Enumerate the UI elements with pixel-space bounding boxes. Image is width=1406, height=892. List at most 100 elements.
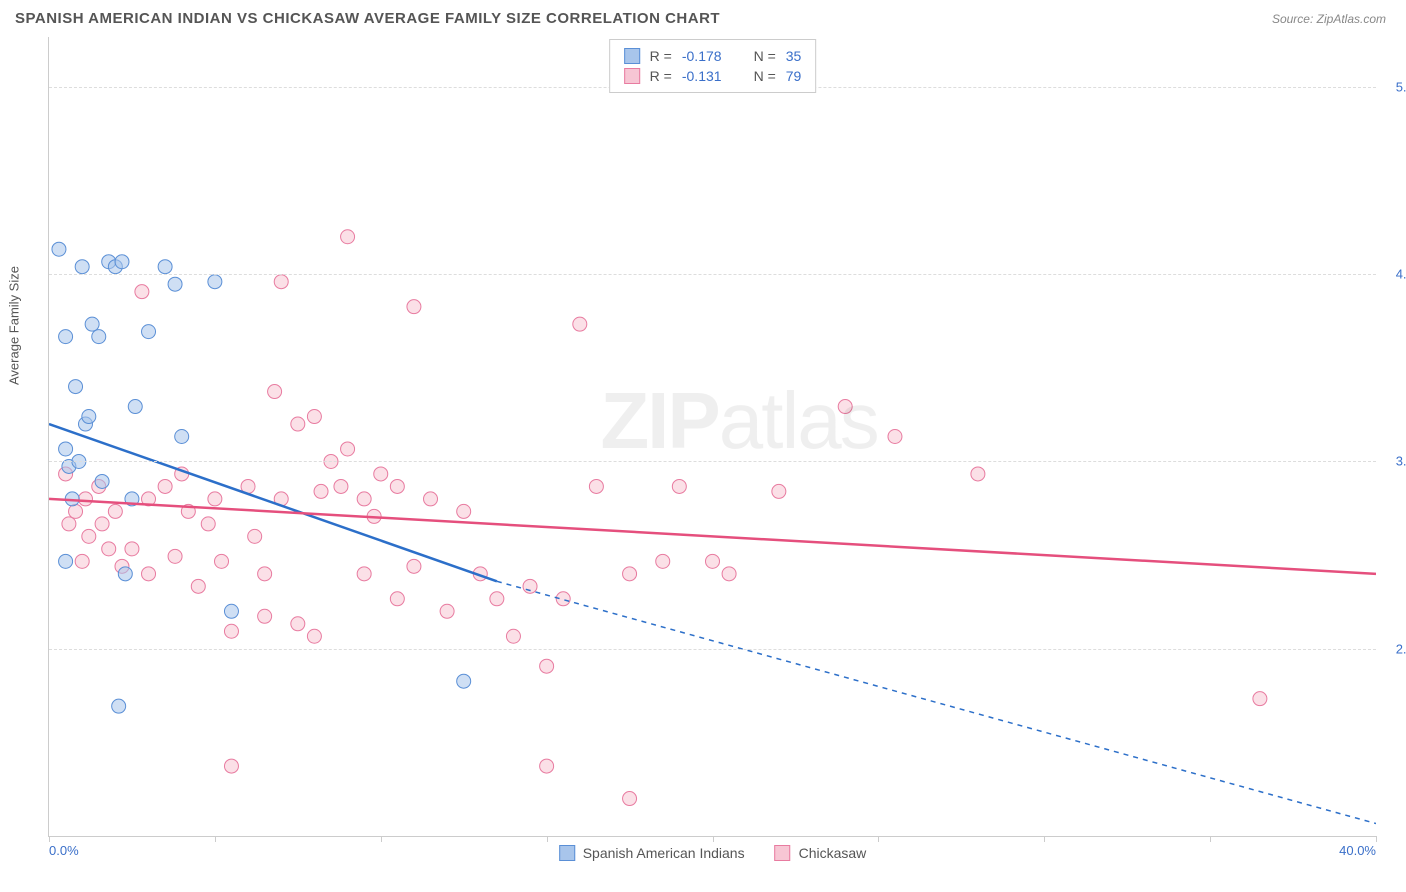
chart-container: Average Family Size ZIPatlas R = -0.178 …	[48, 37, 1376, 837]
scatter-point	[208, 275, 222, 289]
scatter-point	[52, 242, 66, 256]
x-tick	[1210, 836, 1211, 842]
scatter-point	[274, 275, 288, 289]
source-attribution: Source: ZipAtlas.com	[1272, 12, 1386, 26]
r-label: R =	[650, 68, 672, 84]
scatter-point	[69, 380, 83, 394]
scatter-point	[314, 484, 328, 498]
y-tick-label: 4.25	[1396, 267, 1406, 282]
scatter-point	[540, 759, 554, 773]
scatter-point	[407, 300, 421, 314]
scatter-point	[102, 542, 116, 556]
scatter-point	[158, 260, 172, 274]
y-tick-label: 2.75	[1396, 641, 1406, 656]
legend-swatch-2	[775, 845, 791, 861]
scatter-point	[506, 629, 520, 643]
x-tick	[381, 836, 382, 842]
legend-label-1: Spanish American Indians	[583, 845, 745, 861]
legend-item-1: Spanish American Indians	[559, 845, 745, 861]
scatter-point	[540, 659, 554, 673]
scatter-point	[82, 410, 96, 424]
scatter-point	[1253, 692, 1267, 706]
scatter-point	[407, 559, 421, 573]
scatter-point	[672, 479, 686, 493]
scatter-point	[191, 579, 205, 593]
x-tick	[547, 836, 548, 842]
r-value-1: -0.178	[682, 48, 722, 64]
scatter-point	[75, 260, 89, 274]
scatter-point	[168, 277, 182, 291]
n-value-2: 79	[786, 68, 802, 84]
scatter-point	[623, 792, 637, 806]
correlation-stats-box: R = -0.178 N = 35 R = -0.131 N = 79	[609, 39, 817, 93]
scatter-point	[208, 492, 222, 506]
scatter-point	[158, 479, 172, 493]
scatter-point	[258, 609, 272, 623]
scatter-point	[390, 592, 404, 606]
scatter-point	[224, 624, 238, 638]
scatter-point	[457, 674, 471, 688]
scatter-point	[118, 567, 132, 581]
scatter-point	[201, 517, 215, 531]
scatter-point	[108, 504, 122, 518]
y-axis-label: Average Family Size	[7, 266, 22, 385]
scatter-point	[75, 554, 89, 568]
scatter-point	[341, 442, 355, 456]
scatter-plot-svg	[49, 37, 1376, 836]
scatter-point	[291, 417, 305, 431]
scatter-point	[722, 567, 736, 581]
scatter-point	[888, 430, 902, 444]
scatter-point	[838, 400, 852, 414]
scatter-point	[573, 317, 587, 331]
scatter-point	[215, 554, 229, 568]
scatter-point	[224, 604, 238, 618]
scatter-point	[457, 504, 471, 518]
scatter-point	[82, 529, 96, 543]
scatter-point	[248, 529, 262, 543]
y-tick-label: 3.50	[1396, 454, 1406, 469]
swatch-series-1	[624, 48, 640, 64]
x-tick	[878, 836, 879, 842]
legend-label-2: Chickasaw	[799, 845, 867, 861]
legend-bottom: Spanish American Indians Chickasaw	[559, 845, 867, 861]
scatter-point	[59, 442, 73, 456]
scatter-point	[258, 567, 272, 581]
gridline-h	[49, 274, 1376, 275]
n-value-1: 35	[786, 48, 802, 64]
scatter-point	[142, 325, 156, 339]
x-tick	[1044, 836, 1045, 842]
scatter-point	[142, 567, 156, 581]
scatter-point	[307, 629, 321, 643]
scatter-point	[112, 699, 126, 713]
scatter-point	[95, 474, 109, 488]
scatter-point	[69, 504, 83, 518]
scatter-point	[268, 385, 282, 399]
scatter-point	[59, 330, 73, 344]
scatter-point	[92, 330, 106, 344]
x-tick	[49, 836, 50, 842]
scatter-point	[115, 255, 129, 269]
gridline-h	[49, 461, 1376, 462]
swatch-series-2	[624, 68, 640, 84]
scatter-point	[168, 549, 182, 563]
x-tick-label: 0.0%	[49, 843, 79, 858]
scatter-point	[224, 759, 238, 773]
scatter-point	[357, 492, 371, 506]
r-value-2: -0.131	[682, 68, 722, 84]
r-label: R =	[650, 48, 672, 64]
scatter-point	[59, 554, 73, 568]
scatter-point	[374, 467, 388, 481]
scatter-point	[135, 285, 149, 299]
scatter-point	[175, 430, 189, 444]
gridline-h	[49, 649, 1376, 650]
legend-swatch-1	[559, 845, 575, 861]
scatter-point	[62, 517, 76, 531]
stats-row-series-1: R = -0.178 N = 35	[624, 46, 802, 66]
scatter-point	[307, 410, 321, 424]
scatter-point	[656, 554, 670, 568]
scatter-point	[95, 517, 109, 531]
stats-row-series-2: R = -0.131 N = 79	[624, 66, 802, 86]
scatter-point	[971, 467, 985, 481]
x-tick-label: 40.0%	[1339, 843, 1376, 858]
chart-title: SPANISH AMERICAN INDIAN VS CHICKASAW AVE…	[15, 10, 720, 27]
